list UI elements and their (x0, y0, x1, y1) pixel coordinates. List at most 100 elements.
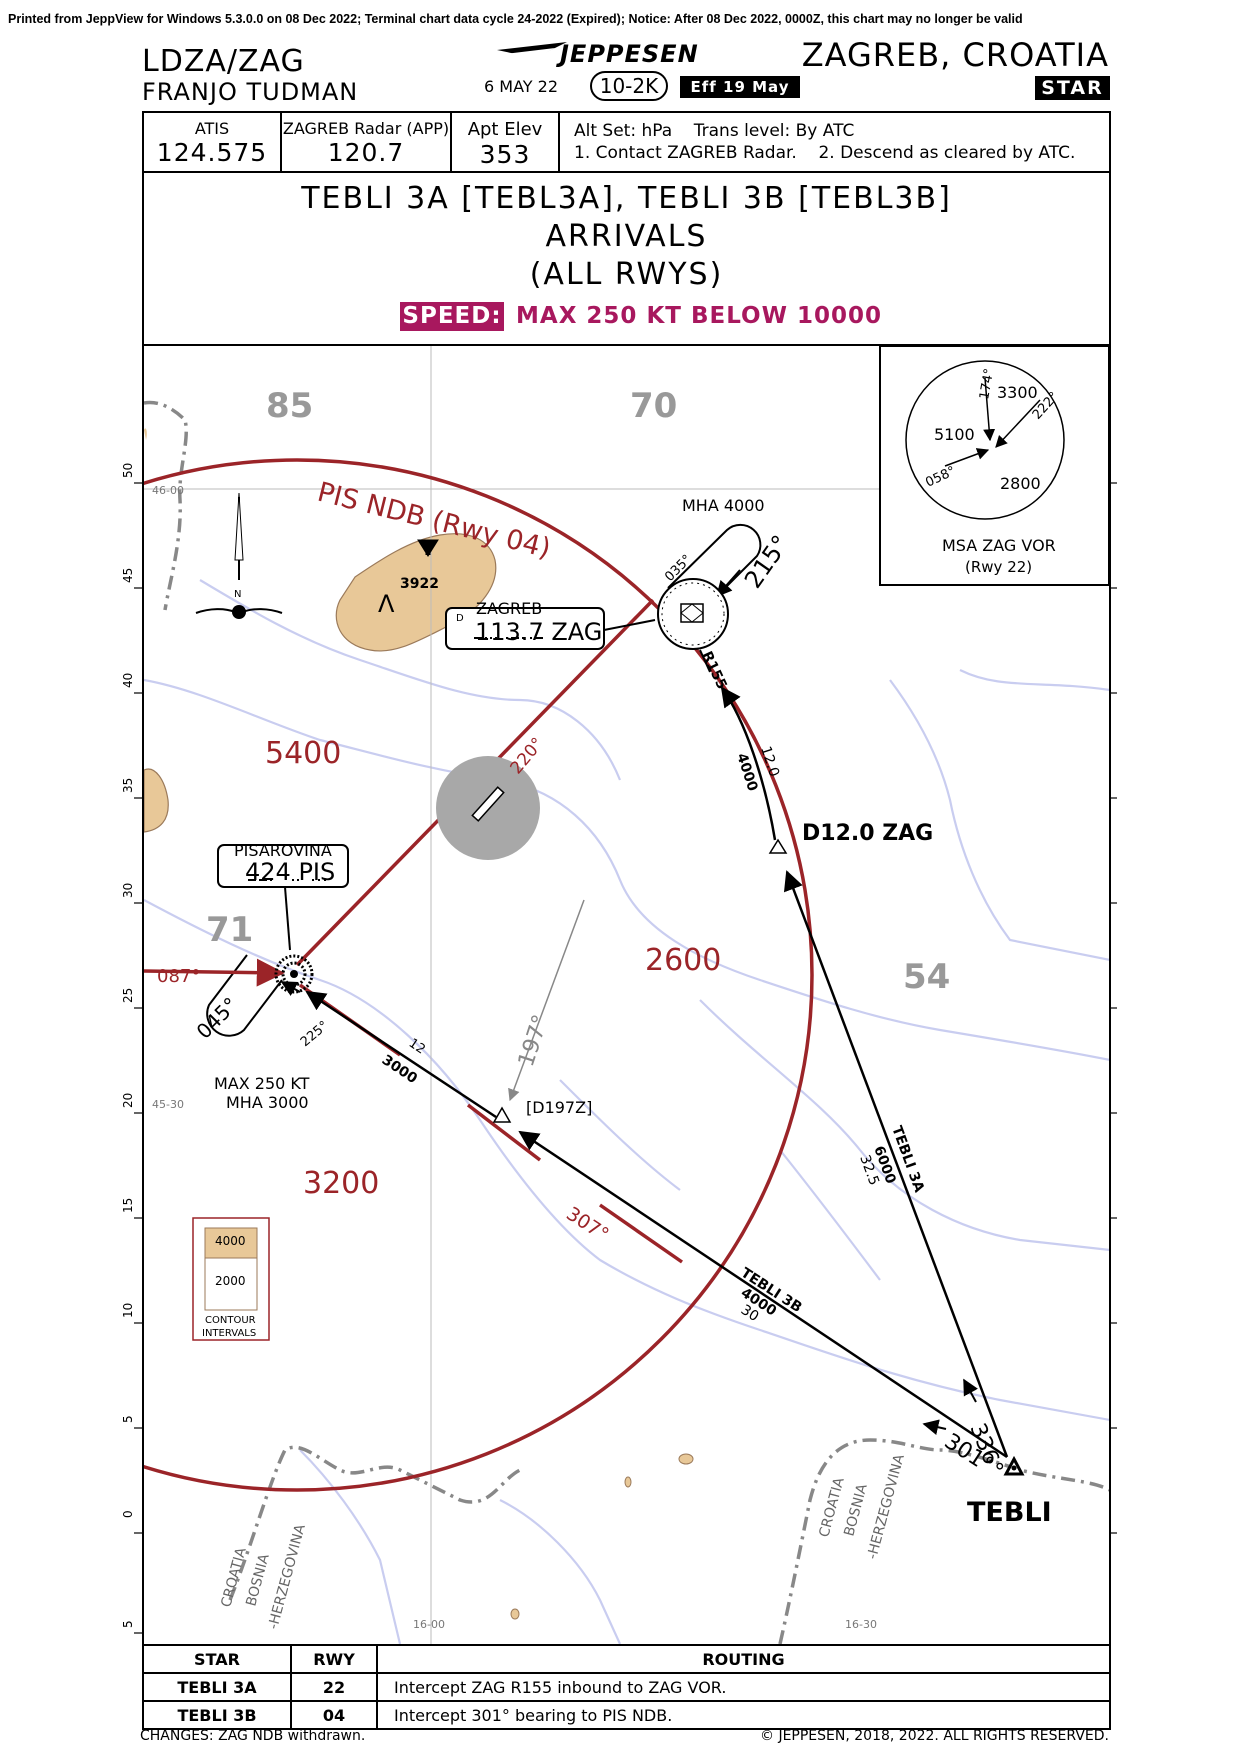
brand-name: JEPPESEN (560, 40, 699, 68)
grid-mora-85: 85 (266, 386, 313, 426)
seg-distance-12: 12 (406, 1036, 428, 1058)
lon-label-1600: 16-00 (413, 1618, 445, 1631)
zag-hold-mha: MHA 4000 (682, 496, 765, 515)
svg-text:N: N (234, 589, 241, 600)
lat-tick-label: 10 (121, 1303, 135, 1318)
table-row: TEBLI 3A 22 Intercept ZAG R155 inbound t… (142, 1672, 1111, 1702)
vor-frequency: 113.7 ZAG (475, 618, 602, 646)
comms-box: ATIS 124.575 ZAGREB Radar (APP) 120.7 Ap… (142, 111, 1111, 173)
routing-text: Intercept ZAG R155 inbound to ZAG VOR. (376, 1672, 1111, 1702)
pis-ndb-icon (274, 954, 314, 994)
rivers (144, 579, 1109, 1644)
print-notice: Printed from JeppView for Windows 5.3.0.… (8, 12, 1023, 26)
speed-label: SPEED: (400, 302, 504, 331)
chart-type-badge: STAR (1035, 76, 1110, 100)
svg-text:4000: 4000 (215, 1234, 246, 1248)
pis-hold-mha: MHA 3000 (226, 1093, 309, 1112)
zag-hold-inbound: 215° (739, 530, 795, 593)
svg-text:3300: 3300 (997, 383, 1038, 402)
radial-label: R155 (698, 649, 729, 692)
msa-5400: 5400 (265, 736, 341, 771)
lat-label-4530: 45-30 (152, 1098, 184, 1111)
svg-text:(Rwy 22): (Rwy 22) (965, 558, 1032, 576)
chart-number: 10-2K (590, 71, 668, 101)
runway-applicability: (ALL RWYS) (529, 257, 724, 292)
jeppesen-logo-icon (497, 42, 567, 60)
table-header: RWY (290, 1644, 378, 1674)
elevation-value: 353 (479, 140, 531, 169)
radial-197: 197° (514, 1012, 554, 1070)
airport-ident: LDZA/ZAG (142, 44, 305, 79)
chart-date: 6 MAY 22 (484, 77, 558, 96)
effective-date: Eff 19 May (680, 76, 800, 98)
peak-icon: Λ (378, 590, 395, 618)
svg-text:CONTOUR: CONTOUR (205, 1315, 256, 1326)
lat-tick-label: 40 (121, 673, 135, 688)
runway: 04 (290, 1700, 378, 1730)
pis-ndb-arc (144, 458, 814, 1492)
table-header: STAR (142, 1644, 292, 1674)
routing-text: Intercept 301° bearing to PIS NDB. (376, 1700, 1111, 1730)
routing-table: STAR RWY ROUTING TEBLI 3A 22 Intercept Z… (142, 1644, 1111, 1730)
lon-label-1630: 16-30 (845, 1618, 877, 1631)
peak-elevation: 3922 (400, 576, 439, 592)
svg-text:2000: 2000 (215, 1274, 246, 1288)
airport-name: FRANJO TUDMAN (142, 78, 359, 106)
zag-vor-icon (657, 578, 729, 650)
lat-tick-label: 15 (121, 1198, 135, 1213)
elevation-cell: Apt Elev 353 (452, 113, 560, 171)
svg-text:INTERVALS: INTERVALS (202, 1328, 256, 1339)
msa-2600: 2600 (645, 943, 721, 978)
radar-frequency: 120.7 (327, 138, 405, 167)
atis-cell: ATIS 124.575 (144, 113, 282, 171)
radar-label: ZAGREB Radar (APP) (282, 119, 450, 138)
copyright: © JEPPESEN, 2018, 2022. ALL RIGHTS RESER… (760, 1728, 1109, 1744)
ndb-frequency: 424 PIS (245, 858, 335, 886)
lat-tick-label: 20 (121, 1093, 135, 1108)
notes-line: 1. Contact ZAGREB Radar. 2. Descend as c… (574, 143, 1076, 163)
d197z-label: [D197Z] (526, 1098, 592, 1117)
d12-zag-label: D12.0 ZAG (802, 821, 933, 846)
lat-tick-label: 5 (121, 1415, 135, 1423)
lat-tick-label: 25 (121, 988, 135, 1003)
elevation-label: Apt Elev (467, 119, 543, 140)
runway: 22 (290, 1672, 378, 1702)
atis-frequency: 124.575 (156, 138, 268, 167)
border-label-bosnia-e: BOSNIA (841, 1482, 870, 1538)
star-name: TEBLI 3A (142, 1672, 292, 1702)
pis-hold-speed: MAX 250 KT (214, 1074, 310, 1093)
lat-tick-label: 5 (121, 1620, 135, 1628)
course-220: 220° (507, 734, 549, 778)
msa-3200: 3200 (303, 1166, 379, 1201)
ndb-name: PISAROVINA (234, 841, 332, 860)
svg-text:2800: 2800 (1000, 474, 1041, 493)
seg-altitude-3000: 3000 (379, 1052, 420, 1087)
d197z-waypoint-icon (492, 1106, 512, 1123)
tebli-label: TEBLI (967, 1497, 1052, 1528)
lat-tick-label: 30 (121, 883, 135, 898)
grid-mora-54: 54 (903, 957, 950, 997)
north-arrow-icon: N (195, 492, 283, 619)
radar-cell: ZAGREB Radar (APP) 120.7 (282, 113, 452, 171)
grid-mora-70: 70 (630, 386, 677, 426)
lat-tick-label: 35 (121, 778, 135, 793)
lat-tick-label: 0 (121, 1510, 135, 1518)
r155-altitude: 4000 (733, 751, 760, 793)
pis-hold-outbound: 225° (298, 1018, 332, 1050)
table-row: TEBLI 3B 04 Intercept 301° bearing to PI… (142, 1700, 1111, 1730)
msa-box: 3300 5100 2800 174° 222° 058° MSA ZAG VO… (879, 345, 1110, 586)
star-name: TEBLI 3B (142, 1700, 292, 1730)
grid-mora-71: 71 (206, 910, 253, 950)
pis-holding-pattern (206, 954, 283, 1037)
svg-text:5100: 5100 (934, 425, 975, 444)
svg-text:MSA ZAG VOR: MSA ZAG VOR (942, 536, 1056, 555)
procedure-title: TEBLI 3A [TEBL3A], TEBLI 3B [TEBL3B] (301, 181, 952, 216)
d12-waypoint-icon (768, 838, 788, 854)
pis-ndb-infobox (217, 844, 349, 951)
atis-label: ATIS (194, 119, 230, 138)
procedure-subtitle: ARRIVALS (545, 219, 708, 254)
border-label-bosnia-w: BOSNIA (243, 1552, 272, 1608)
table-header: ROUTING (376, 1644, 1111, 1674)
course-087: 087° (157, 966, 200, 987)
terrain-4000-area-west (144, 768, 169, 833)
